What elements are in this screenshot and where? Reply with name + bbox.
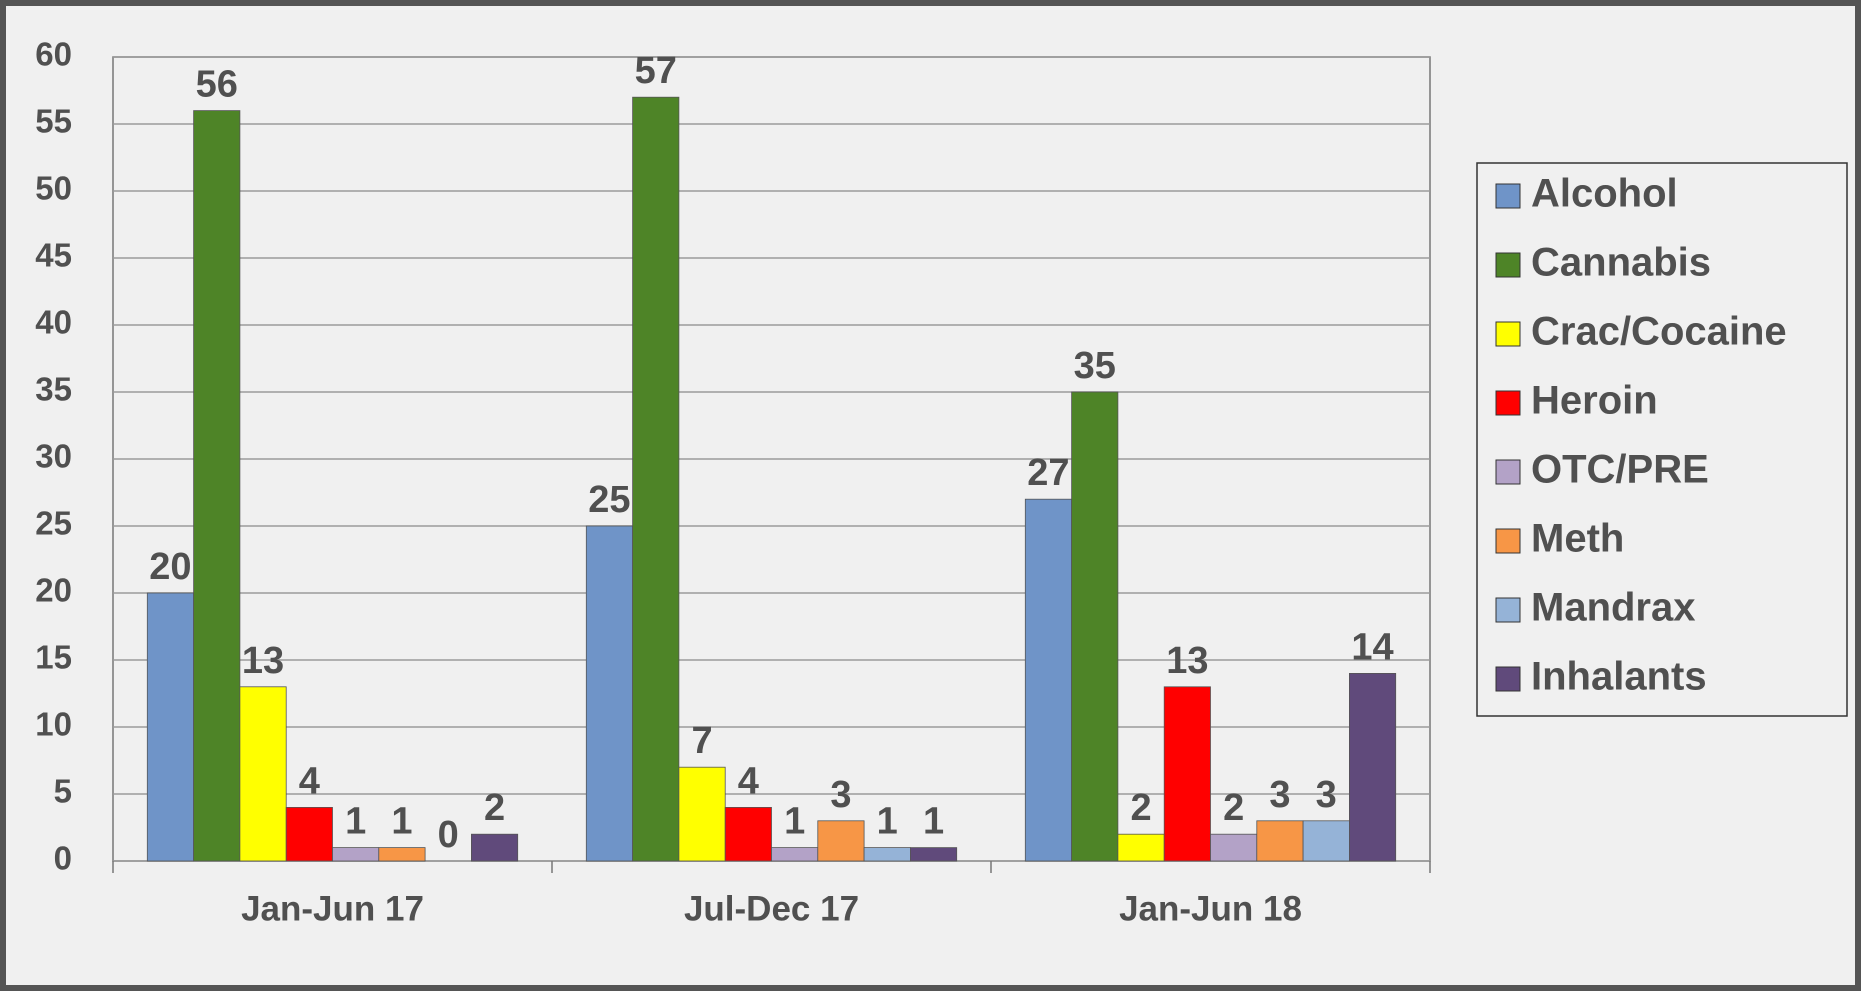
legend-swatch [1495, 252, 1521, 278]
data-label: 1 [391, 801, 412, 843]
y-tick-label: 35 [35, 371, 72, 408]
legend-label: Meth [1531, 517, 1624, 561]
bar [1024, 498, 1073, 862]
bar [1071, 391, 1119, 862]
data-label: 13 [1166, 640, 1208, 682]
data-label: 0 [438, 814, 459, 856]
legend-label: Inhalants [1531, 655, 1707, 699]
bar [817, 820, 865, 862]
data-label: 3 [1269, 774, 1290, 816]
legend-swatch [1495, 459, 1521, 485]
y-tick-label: 60 [35, 36, 72, 73]
legend-swatch [1495, 528, 1521, 554]
bar [632, 96, 680, 862]
bar [1302, 820, 1350, 862]
bar [193, 110, 241, 862]
bar [771, 847, 819, 862]
bar [332, 847, 380, 862]
data-label: 20 [149, 546, 191, 588]
data-label: 2 [484, 787, 505, 829]
bar [863, 847, 911, 862]
data-label: 27 [1027, 452, 1069, 494]
data-label: 1 [784, 801, 805, 843]
y-tick-label: 45 [35, 237, 72, 274]
data-label: 2 [1130, 787, 1151, 829]
bar [1256, 820, 1304, 862]
data-label: 25 [588, 479, 630, 521]
y-tick-label: 30 [35, 438, 72, 475]
bar [378, 847, 426, 862]
y-tick-label: 10 [35, 706, 72, 743]
bar [470, 833, 519, 862]
data-label: 56 [196, 64, 238, 106]
y-tick-label: 15 [35, 639, 72, 676]
bar [1117, 833, 1165, 862]
data-label: 35 [1074, 345, 1116, 387]
legend-swatch [1495, 597, 1521, 623]
data-label: 14 [1351, 626, 1393, 668]
legend-box [1476, 162, 1848, 717]
y-tick-label: 40 [35, 304, 72, 341]
data-label: 57 [635, 50, 677, 92]
data-label: 1 [345, 801, 366, 843]
y-tick-label: 5 [54, 773, 72, 810]
data-label: 1 [877, 801, 898, 843]
legend-swatch [1495, 321, 1521, 347]
legend-swatch [1495, 666, 1521, 692]
legend-swatch [1495, 183, 1521, 209]
data-label: 3 [1316, 774, 1337, 816]
x-tick-label: Jan-Jun 17 [241, 889, 424, 928]
bar [1210, 833, 1258, 862]
data-label: 13 [242, 640, 284, 682]
bar [146, 592, 195, 862]
legend-label: Mandrax [1531, 586, 1696, 630]
y-tick-label: 0 [54, 840, 72, 877]
legend-label: Cannabis [1531, 241, 1711, 285]
y-tick-label: 20 [35, 572, 72, 609]
bar [910, 847, 958, 862]
legend-swatch [1495, 390, 1521, 416]
bar [678, 766, 726, 862]
data-label: 1 [923, 801, 944, 843]
bar [724, 807, 772, 862]
data-label: 2 [1223, 787, 1244, 829]
data-label: 4 [738, 760, 759, 802]
y-tick-label: 55 [35, 103, 72, 140]
data-label: 4 [299, 760, 320, 802]
data-label: 7 [691, 720, 712, 762]
bar [1163, 686, 1211, 862]
bar [585, 525, 633, 862]
legend-label: OTC/PRE [1531, 448, 1709, 492]
data-label: 3 [830, 774, 851, 816]
y-tick-label: 50 [35, 170, 72, 207]
legend-label: Heroin [1531, 379, 1658, 423]
legend-label: Crac/Cocaine [1531, 310, 1787, 354]
bar [285, 807, 333, 862]
y-tick-label: 25 [35, 505, 72, 542]
x-tick-label: Jan-Jun 18 [1119, 889, 1302, 928]
legend-label: Alcohol [1531, 172, 1678, 216]
x-tick-label: Jul-Dec 17 [684, 889, 859, 928]
bar [1349, 673, 1397, 862]
bar [239, 686, 287, 862]
